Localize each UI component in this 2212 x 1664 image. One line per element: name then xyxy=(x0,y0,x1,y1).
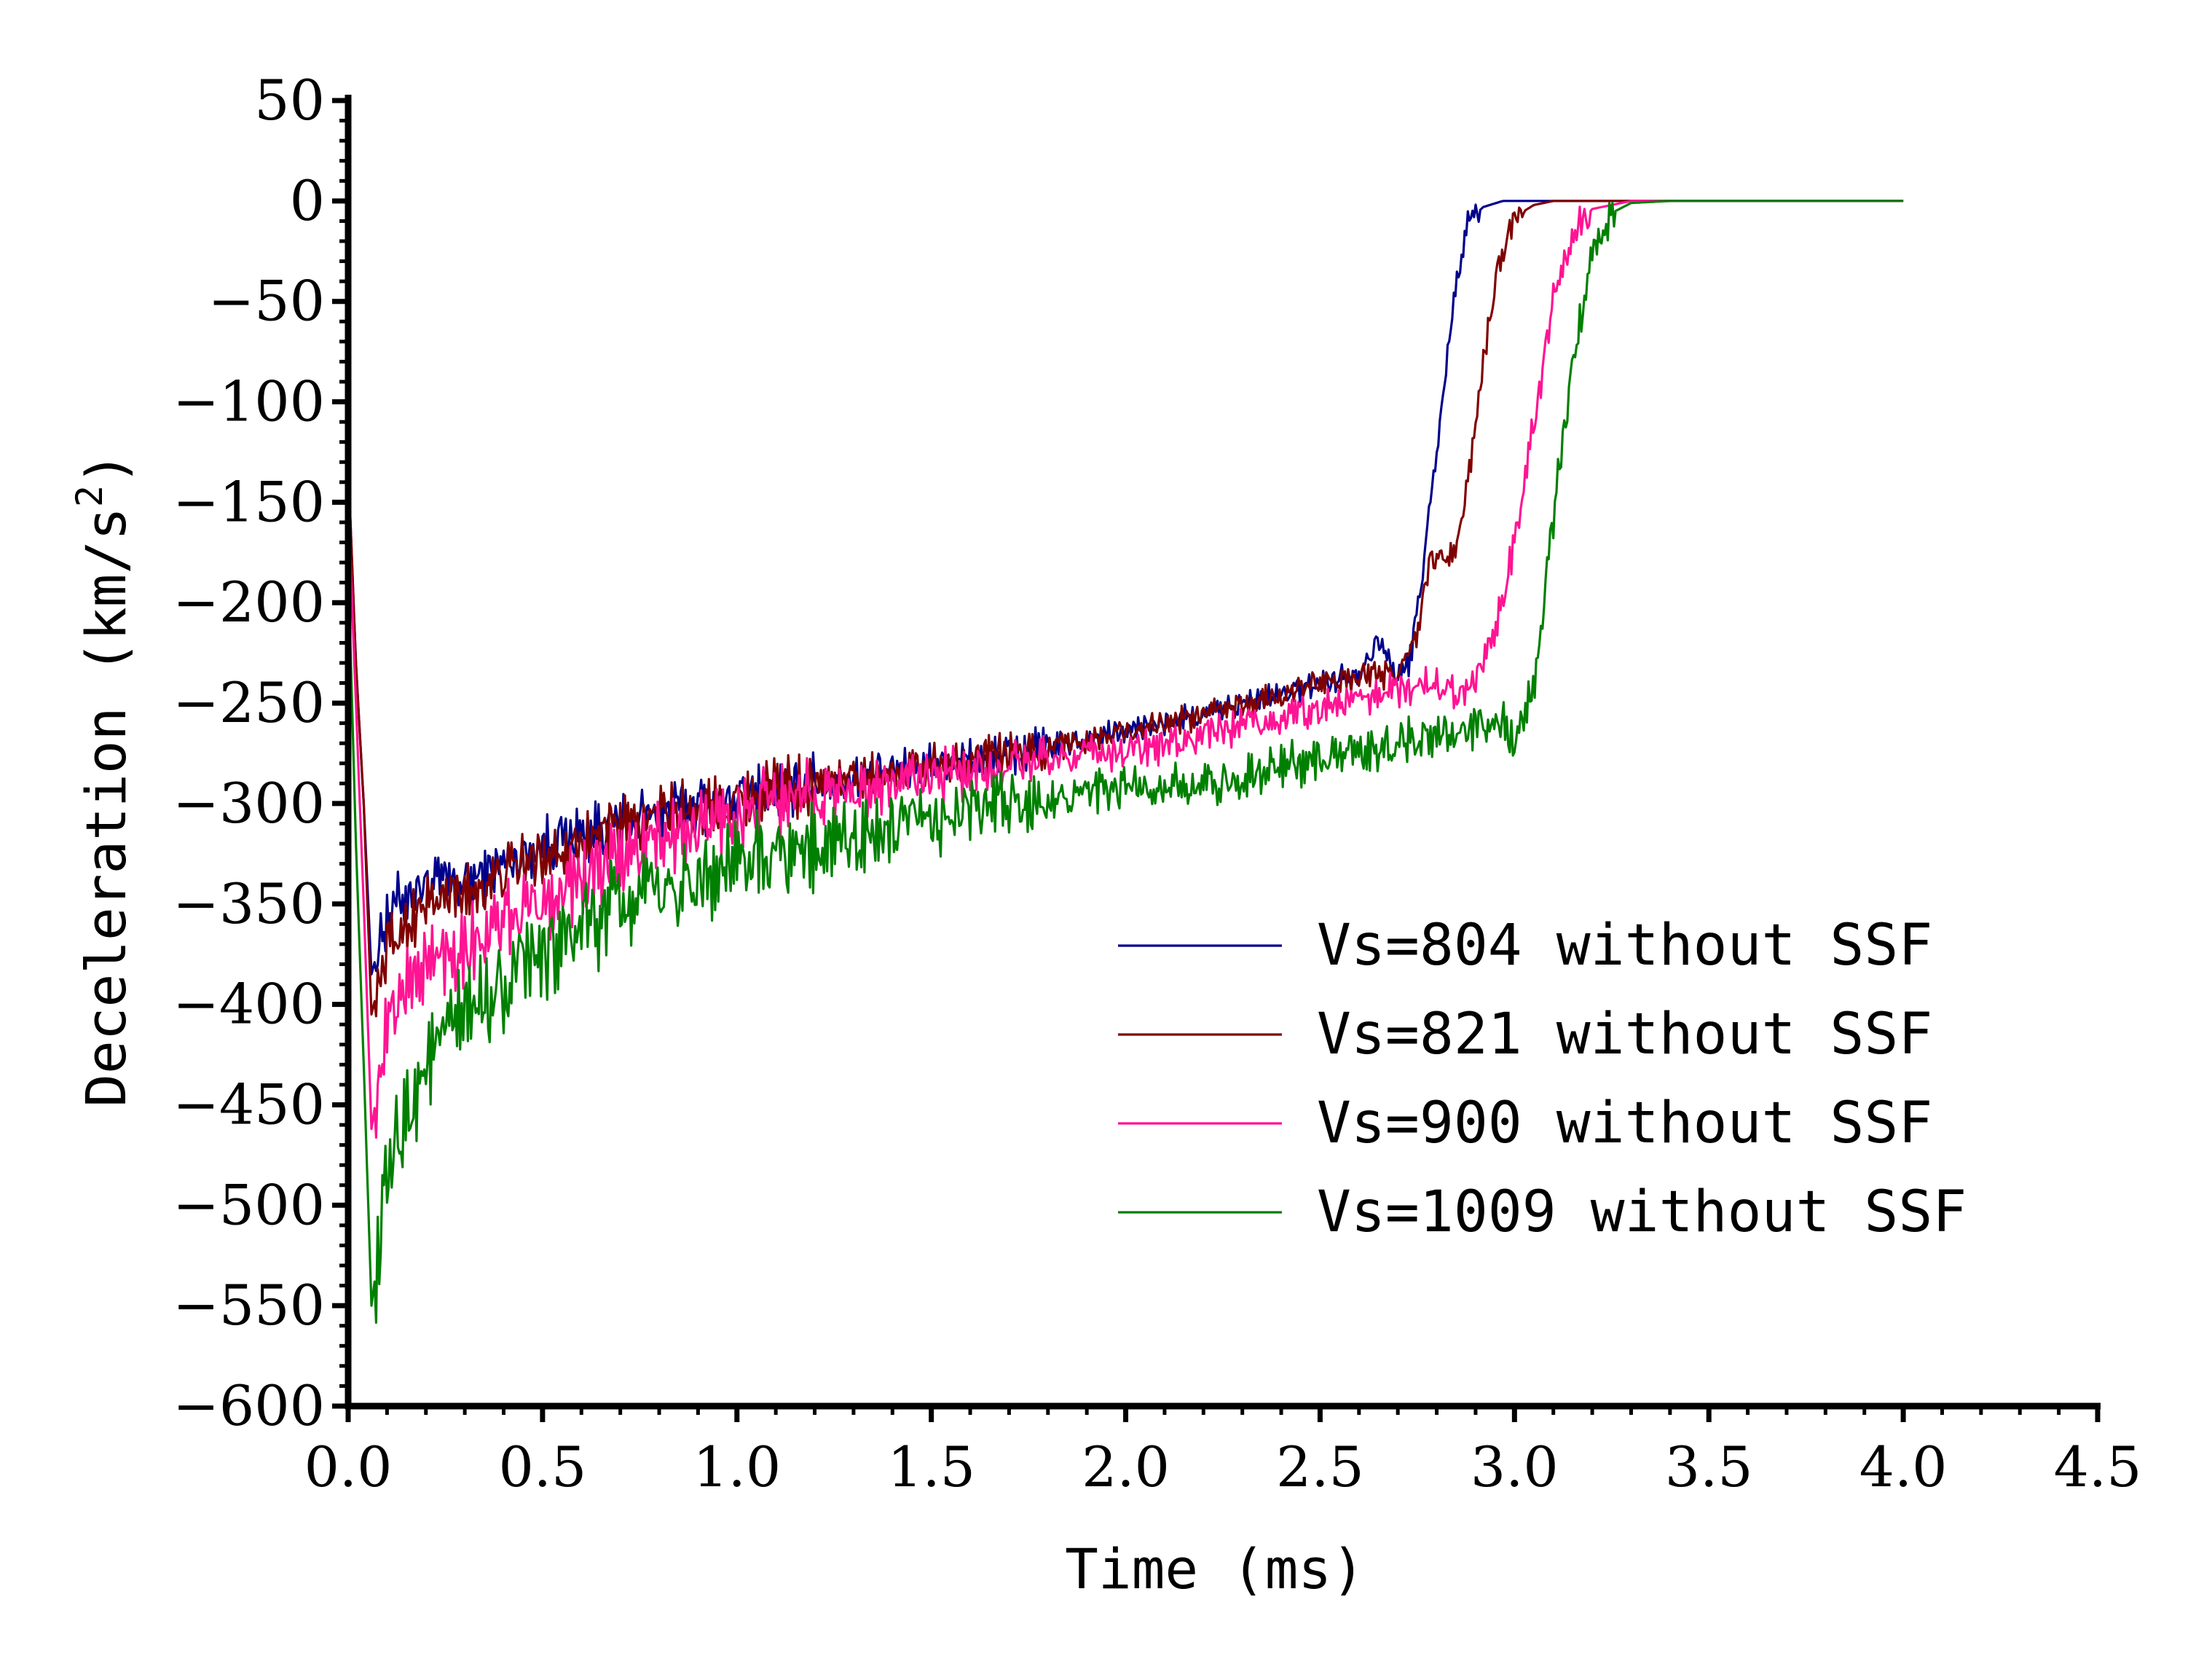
x-tick-label: 3.0 xyxy=(1471,1435,1559,1499)
y-axis-title-close: ) xyxy=(74,452,138,485)
x-axis-title: Time (ms) xyxy=(1065,1537,1365,1601)
y-tick-label: −150 xyxy=(173,469,325,534)
legend-label-2: Vs=821 without SSF xyxy=(1317,1002,1932,1067)
x-tick-label: 0.0 xyxy=(304,1435,393,1499)
ticks-group: 50 0 −50 −100 −150 −200 −250 −300 −350 −400 −450 −5… xyxy=(173,68,2141,1499)
y-tick-label: −550 xyxy=(173,1273,325,1338)
x-tick-label: 2.0 xyxy=(1082,1435,1170,1499)
y-axis-title: Deceleration (km/s2) xyxy=(68,452,138,1107)
x-tick-label: 4.0 xyxy=(1859,1435,1948,1499)
y-tick-label: −250 xyxy=(173,670,325,735)
legend-label-4: Vs=1009 without SSF xyxy=(1317,1180,1967,1245)
x-tick-label: 4.5 xyxy=(2054,1435,2142,1499)
x-tick-label: 1.0 xyxy=(693,1435,781,1499)
x-tick-label: 3.5 xyxy=(1665,1435,1753,1499)
y-tick-label: −500 xyxy=(173,1172,325,1237)
y-tick-label: 0 xyxy=(290,168,325,233)
y-tick-label: 50 xyxy=(254,68,325,133)
series-line-4 xyxy=(348,200,1904,1324)
y-tick-label: −50 xyxy=(208,269,325,334)
y-tick-label: −600 xyxy=(173,1373,325,1438)
y-tick-label: −100 xyxy=(173,369,325,434)
x-tick-label: 2.5 xyxy=(1276,1435,1364,1499)
y-axis-title-main: Deceleration (km/s xyxy=(74,507,138,1107)
y-tick-label: −300 xyxy=(173,771,325,836)
y-tick-label: −400 xyxy=(173,972,325,1037)
legend: Vs=804 without SSF Vs=821 without SSF Vs=9… xyxy=(1118,913,1967,1245)
y-tick-label: −350 xyxy=(173,871,325,936)
data-series-group xyxy=(348,200,1904,1324)
axes-group xyxy=(345,95,2101,1410)
y-axis-title-superscript: 2 xyxy=(68,485,111,507)
x-tick-label: 1.5 xyxy=(887,1435,975,1499)
x-tick-label: 0.5 xyxy=(498,1435,586,1499)
series-line-3 xyxy=(348,200,1904,1139)
y-tick-label: −200 xyxy=(173,570,325,635)
legend-label-1: Vs=804 without SSF xyxy=(1317,913,1932,978)
legend-label-3: Vs=900 without SSF xyxy=(1317,1091,1932,1156)
y-tick-label: −450 xyxy=(173,1072,325,1137)
